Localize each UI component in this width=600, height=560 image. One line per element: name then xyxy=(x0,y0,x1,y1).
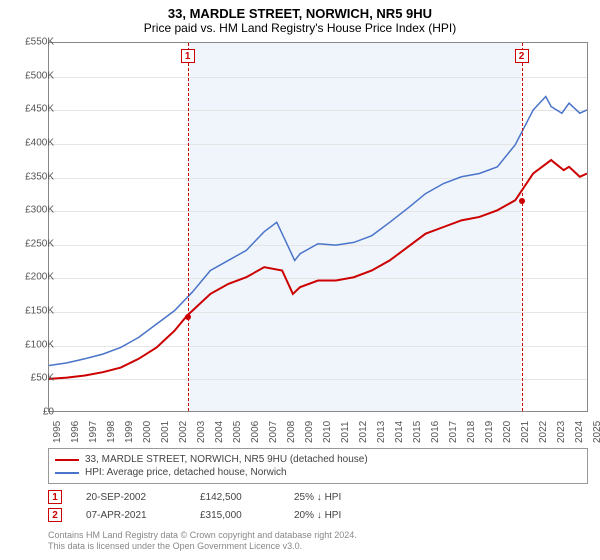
page-subtitle: Price paid vs. HM Land Registry's House … xyxy=(0,21,600,41)
x-tick-label: 2023 xyxy=(556,421,567,443)
sale-date-2: 07-APR-2021 xyxy=(86,510,176,521)
series-property xyxy=(49,160,587,379)
y-tick-label: £300K xyxy=(4,205,54,216)
sale-marker-chart: 1 xyxy=(181,49,195,63)
x-tick-label: 2014 xyxy=(394,421,405,443)
y-tick-label: £350K xyxy=(4,171,54,182)
x-tick-label: 1998 xyxy=(106,421,117,443)
page-title: 33, MARDLE STREET, NORWICH, NR5 9HU xyxy=(0,0,600,21)
x-tick-label: 2011 xyxy=(340,421,351,443)
sale-marker-chart: 2 xyxy=(515,49,529,63)
footer-line1: Contains HM Land Registry data © Crown c… xyxy=(48,530,588,541)
y-tick-label: £100K xyxy=(4,339,54,350)
legend: 33, MARDLE STREET, NORWICH, NR5 9HU (det… xyxy=(48,448,588,484)
x-tick-label: 2021 xyxy=(520,421,531,443)
x-tick-label: 2001 xyxy=(160,421,171,443)
footer: Contains HM Land Registry data © Crown c… xyxy=(48,530,588,553)
sale-point xyxy=(185,314,191,320)
sale-point xyxy=(519,198,525,204)
x-tick-label: 2004 xyxy=(214,421,225,443)
x-tick-label: 2018 xyxy=(466,421,477,443)
legend-label-property: 33, MARDLE STREET, NORWICH, NR5 9HU (det… xyxy=(85,454,368,465)
x-tick-label: 2015 xyxy=(412,421,423,443)
legend-swatch-hpi xyxy=(55,472,79,474)
footer-line2: This data is licensed under the Open Gov… xyxy=(48,541,588,552)
sale-marker-2: 2 xyxy=(48,508,62,522)
x-tick-label: 1999 xyxy=(124,421,135,443)
price-chart: 12 xyxy=(48,42,588,412)
x-tick-label: 2008 xyxy=(286,421,297,443)
x-tick-label: 2025 xyxy=(592,421,600,443)
x-tick-label: 2016 xyxy=(430,421,441,443)
y-tick-label: £0 xyxy=(4,407,54,418)
legend-row-property: 33, MARDLE STREET, NORWICH, NR5 9HU (det… xyxy=(55,453,581,466)
x-tick-label: 2017 xyxy=(448,421,459,443)
x-axis-labels: 1995 1996 1997 1998 1999 2000 2001 2002 2003 2004… xyxy=(48,415,588,445)
sale-diff-2: 20% ↓ HPI xyxy=(294,510,341,521)
y-tick-label: £50K xyxy=(4,373,54,384)
x-tick-label: 2006 xyxy=(250,421,261,443)
sale-date-1: 20-SEP-2002 xyxy=(86,492,176,503)
x-tick-label: 2007 xyxy=(268,421,279,443)
x-tick-label: 2010 xyxy=(322,421,333,443)
sale-marker-1: 1 xyxy=(48,490,62,504)
y-tick-label: £200K xyxy=(4,272,54,283)
x-tick-label: 2020 xyxy=(502,421,513,443)
y-tick-label: £250K xyxy=(4,238,54,249)
y-tick-label: £450K xyxy=(4,104,54,115)
sales-table: 1 20-SEP-2002 £142,500 25% ↓ HPI 2 07-AP… xyxy=(48,488,588,524)
x-tick-label: 1996 xyxy=(70,421,81,443)
sale-row-1: 1 20-SEP-2002 £142,500 25% ↓ HPI xyxy=(48,488,588,506)
sale-diff-1: 25% ↓ HPI xyxy=(294,492,341,503)
legend-label-hpi: HPI: Average price, detached house, Norw… xyxy=(85,467,287,478)
x-tick-label: 2005 xyxy=(232,421,243,443)
x-tick-label: 2024 xyxy=(574,421,585,443)
x-tick-label: 2012 xyxy=(358,421,369,443)
x-tick-label: 2013 xyxy=(376,421,387,443)
y-tick-label: £400K xyxy=(4,137,54,148)
sale-price-2: £315,000 xyxy=(200,510,270,521)
legend-row-hpi: HPI: Average price, detached house, Norw… xyxy=(55,466,581,479)
sale-vline xyxy=(522,43,523,411)
y-tick-label: £500K xyxy=(4,70,54,81)
x-tick-label: 2003 xyxy=(196,421,207,443)
series-hpi xyxy=(49,97,587,366)
legend-swatch-property xyxy=(55,459,79,461)
y-tick-label: £550K xyxy=(4,37,54,48)
x-tick-label: 1997 xyxy=(88,421,99,443)
sale-vline xyxy=(188,43,189,411)
x-tick-label: 2009 xyxy=(304,421,315,443)
x-tick-label: 2022 xyxy=(538,421,549,443)
sale-price-1: £142,500 xyxy=(200,492,270,503)
x-tick-label: 2019 xyxy=(484,421,495,443)
x-tick-label: 1995 xyxy=(52,421,63,443)
x-tick-label: 2002 xyxy=(178,421,189,443)
chart-svg xyxy=(49,43,587,411)
y-tick-label: £150K xyxy=(4,306,54,317)
sale-row-2: 2 07-APR-2021 £315,000 20% ↓ HPI xyxy=(48,506,588,524)
x-tick-label: 2000 xyxy=(142,421,153,443)
